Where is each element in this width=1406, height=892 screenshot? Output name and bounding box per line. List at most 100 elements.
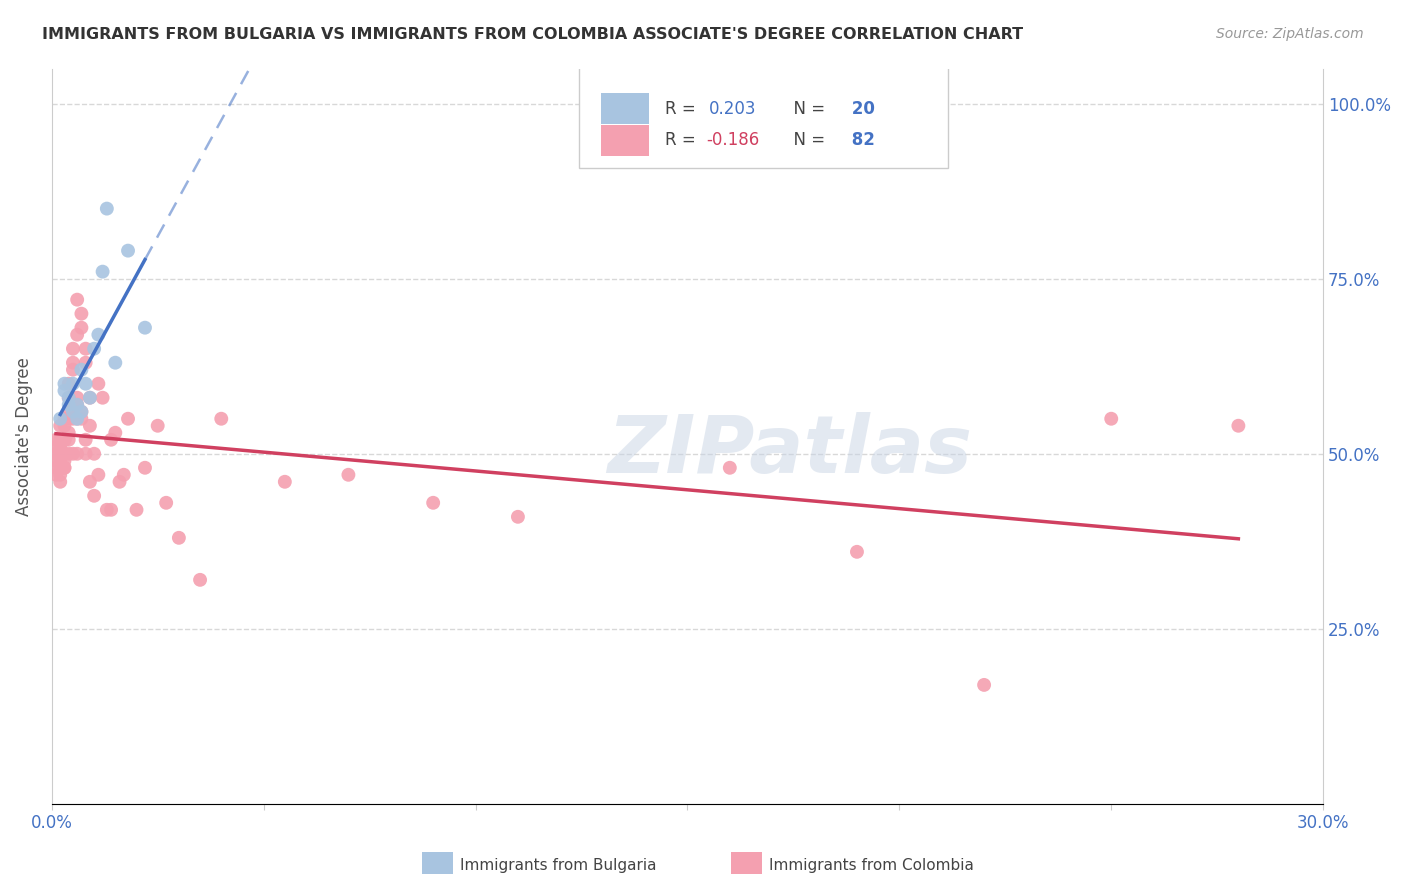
Point [58,398,80,412]
Point [87,327,110,342]
Point [62,405,84,419]
Text: 20: 20 [846,100,876,118]
Point [79,391,101,405]
Text: N =: N = [783,131,825,149]
Point [66,391,89,405]
Point [167,531,190,545]
Point [134,320,156,334]
Point [83,489,105,503]
Point [49,475,72,489]
Point [75,356,97,370]
Point [846,545,869,559]
Point [100,503,122,517]
Point [53,433,76,447]
Point [45,447,67,461]
Point [79,418,101,433]
Point [62,342,84,356]
Point [75,342,97,356]
Point [96,503,118,517]
Point [53,384,76,398]
Text: Immigrants from Bulgaria: Immigrants from Bulgaria [460,858,657,872]
Text: ZIPatlas: ZIPatlas [606,412,972,490]
Point [53,411,76,425]
Point [66,293,89,307]
Point [155,496,177,510]
Point [79,475,101,489]
Point [83,447,105,461]
Point [188,573,211,587]
Point [100,433,122,447]
Point [66,327,89,342]
Point [49,440,72,454]
Point [108,475,131,489]
Point [45,460,67,475]
Point [58,405,80,419]
Point [66,411,89,425]
Point [49,418,72,433]
Point [49,447,72,461]
Point [66,398,89,412]
Point [506,509,529,524]
Text: 82: 82 [846,131,876,149]
Point [62,447,84,461]
Point [53,460,76,475]
Y-axis label: Associate's Degree: Associate's Degree [15,357,32,516]
Point [718,460,741,475]
Text: Immigrants from Colombia: Immigrants from Colombia [769,858,974,872]
Point [53,460,76,475]
Point [337,467,360,482]
Point [70,405,93,419]
Point [91,265,114,279]
Point [91,391,114,405]
Point [83,342,105,356]
Point [1227,418,1250,433]
Point [66,398,89,412]
Point [62,398,84,412]
Point [49,411,72,425]
Point [75,447,97,461]
Point [274,475,297,489]
Point [53,418,76,433]
Bar [600,125,650,156]
Point [125,503,148,517]
Point [58,376,80,391]
Point [146,418,169,433]
Point [58,447,80,461]
Point [70,405,93,419]
Text: Source: ZipAtlas.com: Source: ZipAtlas.com [1216,27,1364,41]
Point [104,356,127,370]
Point [66,447,89,461]
Bar [600,94,650,124]
Point [45,433,67,447]
Point [49,454,72,468]
Point [45,440,67,454]
Point [79,391,101,405]
Point [70,411,93,425]
Point [45,467,67,482]
Point [70,362,93,376]
Point [117,411,139,425]
Point [62,362,84,376]
Point [58,391,80,405]
Point [53,454,76,468]
Point [58,411,80,425]
Point [112,467,135,482]
Point [45,454,67,468]
Point [1099,411,1122,425]
Text: -0.186: -0.186 [707,131,759,149]
Point [117,244,139,258]
Point [49,433,72,447]
Point [87,467,110,482]
Text: N =: N = [783,100,825,118]
Point [209,411,232,425]
Text: 0.203: 0.203 [709,100,756,118]
Point [53,433,76,447]
FancyBboxPatch shape [579,65,948,168]
Point [70,307,93,321]
Point [973,678,995,692]
Point [53,376,76,391]
Point [49,467,72,482]
Point [96,202,118,216]
Point [70,320,93,334]
Point [62,376,84,391]
